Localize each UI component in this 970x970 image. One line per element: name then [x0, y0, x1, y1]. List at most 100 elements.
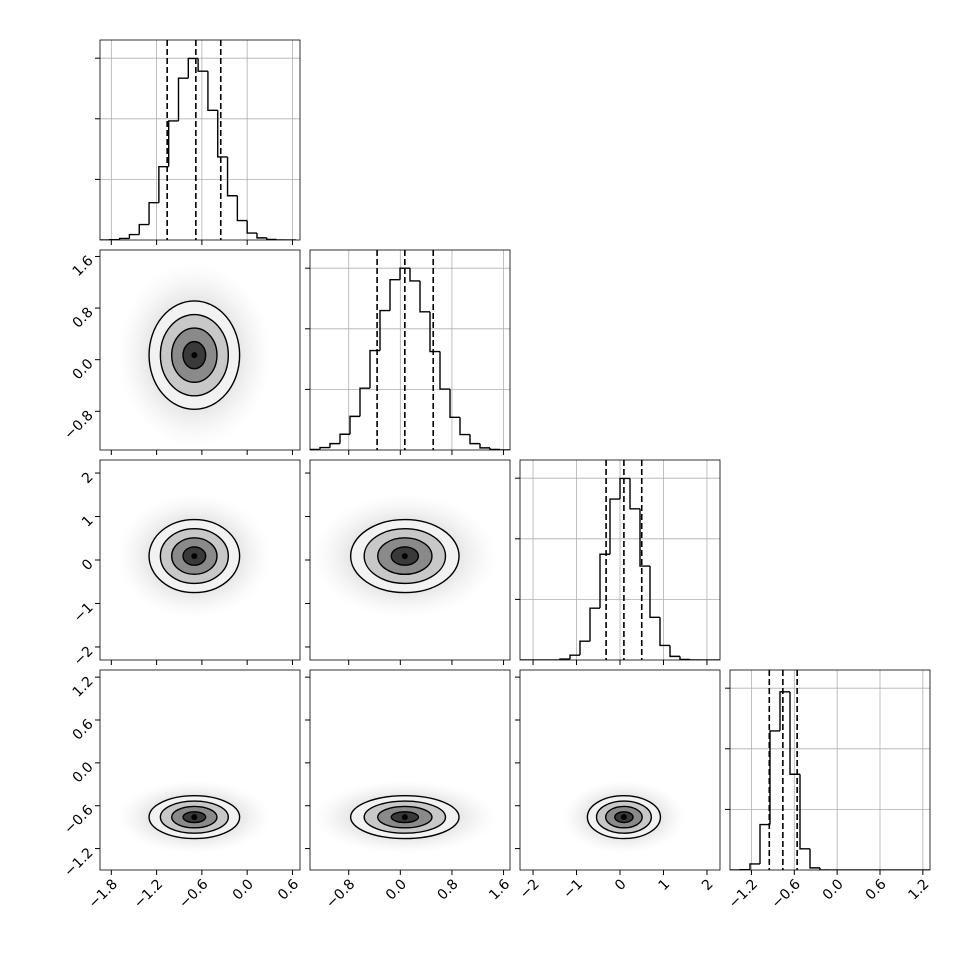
panel-area [310, 250, 510, 450]
y-tick-label: 1.6 [70, 253, 97, 280]
histogram-step [459, 417, 470, 436]
x-tick-label: 0.0 [820, 876, 847, 903]
histogram-step [138, 223, 150, 235]
panel-frame [99, 669, 301, 871]
histogram-step [489, 447, 500, 450]
histogram-step [187, 57, 199, 79]
panel-frame [309, 669, 511, 871]
y-tick-label: 0 [79, 556, 97, 574]
x-tick-label: −0.6 [769, 876, 804, 911]
x-tick-label: 0.6 [863, 876, 890, 903]
histogram-step [236, 195, 248, 222]
histogram-step [399, 267, 410, 280]
panel-area [117, 263, 272, 448]
panel-area [561, 780, 686, 854]
x-tick-label: 0 [612, 876, 630, 894]
panel-area [312, 494, 497, 619]
histogram-step [217, 110, 228, 158]
histogram-step [158, 165, 169, 203]
panel: −1.2 −0.6 0.0 0.6 1.2 [725, 669, 933, 912]
histogram-step [177, 77, 189, 121]
x-tick-label: −2 [517, 876, 543, 902]
density-peak [191, 553, 198, 560]
histogram-step [439, 351, 450, 390]
density-peak [401, 814, 408, 821]
histogram-step [609, 498, 620, 555]
histogram-step [779, 691, 790, 731]
x-tick-label: 0.0 [383, 876, 410, 903]
histogram-step [479, 443, 490, 449]
y-tick-label: −0.6 [61, 802, 96, 837]
histogram-step [128, 233, 140, 239]
y-tick-label: −1 [71, 600, 97, 626]
histogram-step [819, 867, 830, 870]
panel [515, 459, 721, 665]
histogram-step [369, 349, 380, 389]
histogram-step [256, 233, 267, 239]
histogram-step [589, 607, 600, 642]
x-tick-label: −0.8 [323, 876, 358, 911]
histogram-step [759, 823, 770, 864]
panel [305, 459, 511, 665]
x-tick-label: −1.8 [86, 876, 121, 911]
panel: −1.8 −1.2 −0.6 0.0 0.6−1.2−0.60.00.61.2 [61, 669, 302, 912]
y-tick-label: 0.8 [70, 304, 97, 331]
density-peak [620, 814, 627, 821]
x-tick-label: 2 [699, 876, 717, 894]
histogram-step [319, 446, 330, 450]
histogram-step [799, 774, 810, 850]
x-tick-label: 1.6 [486, 876, 513, 903]
histogram-step [349, 415, 360, 435]
panel: −0.8 0.0 0.8 1.6 [305, 669, 513, 912]
histogram-step [359, 387, 370, 417]
x-tick-label: 1 [656, 876, 674, 894]
panel-frame [519, 459, 721, 661]
panel: −2 −1 0 1 2 [515, 669, 721, 902]
histogram-step [310, 448, 320, 450]
x-tick-label: 1.2 [905, 876, 932, 903]
histogram-step [275, 239, 287, 240]
histogram-step [599, 553, 610, 609]
histogram-step [429, 311, 440, 353]
panel-frame [309, 459, 511, 661]
panel-frame [729, 669, 931, 871]
panel [95, 39, 301, 245]
histogram-step [419, 280, 430, 313]
x-tick-label: −1 [560, 876, 586, 902]
y-tick-label: −1.2 [61, 845, 96, 880]
histogram-step [246, 220, 257, 234]
panel: −2 −1 0 1 2 [71, 459, 301, 669]
x-tick-label: 0.0 [230, 876, 257, 903]
histogram-step [226, 156, 238, 197]
y-tick-label: 1 [79, 513, 97, 531]
x-tick-label: 0.8 [435, 876, 462, 903]
panel [305, 249, 511, 455]
x-tick-label: −0.6 [176, 876, 211, 911]
x-tick-label: 0.6 [275, 876, 302, 903]
histogram-step [118, 237, 130, 240]
histogram-step [669, 645, 680, 658]
histogram-step [809, 848, 820, 869]
histogram-step [679, 656, 690, 660]
density-peak [191, 352, 198, 359]
histogram-step [749, 863, 760, 870]
histogram-step [266, 237, 277, 240]
histogram-step [329, 442, 340, 448]
histogram-step [207, 71, 218, 112]
histogram-step [579, 640, 590, 656]
y-tick-label: 2 [79, 469, 97, 487]
y-tick-label: 0.0 [70, 759, 97, 786]
panel-area [520, 460, 720, 660]
histogram-step [148, 202, 159, 225]
y-tick-label: 0.6 [70, 716, 97, 743]
x-tick-label: −1.2 [726, 876, 761, 911]
histogram-step [469, 434, 480, 445]
panel-frame [99, 249, 301, 451]
panel-frame [519, 669, 721, 871]
histogram-step [569, 654, 580, 660]
y-tick-label: −0.8 [61, 408, 96, 443]
histogram-step [789, 691, 800, 775]
histogram-step [689, 659, 700, 660]
y-tick-label: 1.2 [70, 673, 97, 700]
